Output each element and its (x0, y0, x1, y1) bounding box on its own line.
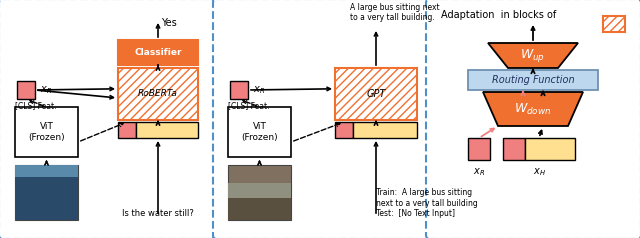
Text: Routing Function: Routing Function (492, 75, 574, 85)
Text: Yes: Yes (161, 18, 177, 28)
Bar (335, 68, 417, 120)
Bar (230, 81, 248, 99)
Text: [CLS] Feat.: [CLS] Feat. (228, 101, 269, 110)
Bar (15, 165, 78, 177)
Text: A large bus sitting next
to a very tall building.: A large bus sitting next to a very tall … (350, 3, 440, 22)
Bar (118, 122, 136, 138)
Bar (353, 122, 417, 138)
Bar (17, 81, 35, 99)
Bar (603, 16, 625, 32)
Text: Classifier: Classifier (134, 48, 182, 57)
Bar (228, 198, 291, 220)
Text: GPT: GPT (366, 89, 386, 99)
Bar (118, 68, 198, 120)
Text: RoBERTa: RoBERTa (138, 89, 178, 99)
Text: $W_{down}$: $W_{down}$ (515, 101, 552, 117)
Polygon shape (483, 92, 583, 126)
Bar (525, 138, 575, 160)
FancyBboxPatch shape (426, 0, 640, 238)
Bar (603, 16, 625, 32)
Bar (228, 165, 291, 220)
Bar (118, 40, 198, 65)
Text: $x_R$: $x_R$ (40, 84, 52, 96)
Text: $x_R$: $x_R$ (473, 166, 485, 178)
FancyBboxPatch shape (0, 0, 214, 238)
Bar (335, 122, 353, 138)
Bar (136, 122, 198, 138)
Text: Is the water still?: Is the water still? (122, 209, 194, 218)
Bar (118, 68, 198, 120)
Text: $x_R$: $x_R$ (253, 84, 265, 96)
Bar (228, 107, 291, 157)
Text: $x_H$: $x_H$ (532, 166, 545, 178)
Bar (503, 138, 525, 160)
Text: Train:  A large bus sitting
next to a very tall building
Test:  [No Text Input]: Train: A large bus sitting next to a ver… (376, 188, 477, 218)
Bar (15, 107, 78, 157)
Text: ViT
(Frozen): ViT (Frozen) (241, 122, 278, 142)
Text: [CLS] Feat.: [CLS] Feat. (15, 101, 56, 110)
FancyBboxPatch shape (213, 0, 428, 238)
Text: Adaptation  in blocks of: Adaptation in blocks of (441, 10, 556, 20)
Polygon shape (488, 43, 578, 68)
Bar (468, 70, 598, 90)
Text: $W_{up}$: $W_{up}$ (520, 46, 545, 64)
Bar (468, 138, 490, 160)
Bar (335, 68, 417, 120)
Text: ViT
(Frozen): ViT (Frozen) (28, 122, 65, 142)
Bar (15, 165, 78, 220)
Bar (228, 183, 291, 198)
